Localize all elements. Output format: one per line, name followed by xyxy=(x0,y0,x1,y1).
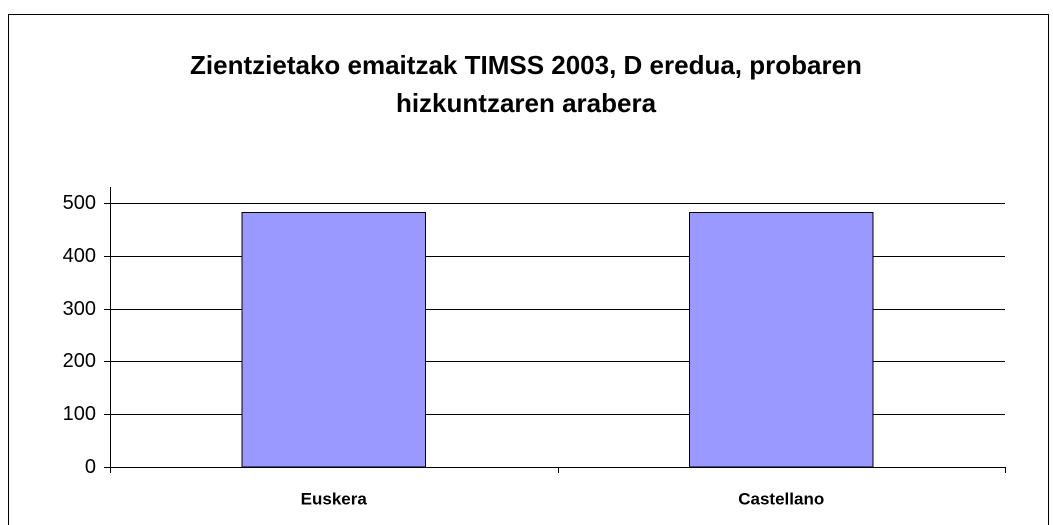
y-tick-label: 100 xyxy=(63,403,96,425)
chart-title: Zientzietako emaitzak TIMSS 2003, D ered… xyxy=(190,50,862,118)
y-tick-label: 500 xyxy=(63,192,96,214)
chart-border xyxy=(8,14,1049,525)
x-tick-label: Castellano xyxy=(738,489,824,508)
y-tick-label: 0 xyxy=(85,456,96,478)
y-tick-label: 400 xyxy=(63,245,96,267)
x-tick-label: Euskera xyxy=(301,489,368,508)
y-tick-label: 300 xyxy=(63,298,96,320)
y-tick-label: 200 xyxy=(63,350,96,372)
bar xyxy=(241,212,426,468)
bar xyxy=(689,212,874,468)
